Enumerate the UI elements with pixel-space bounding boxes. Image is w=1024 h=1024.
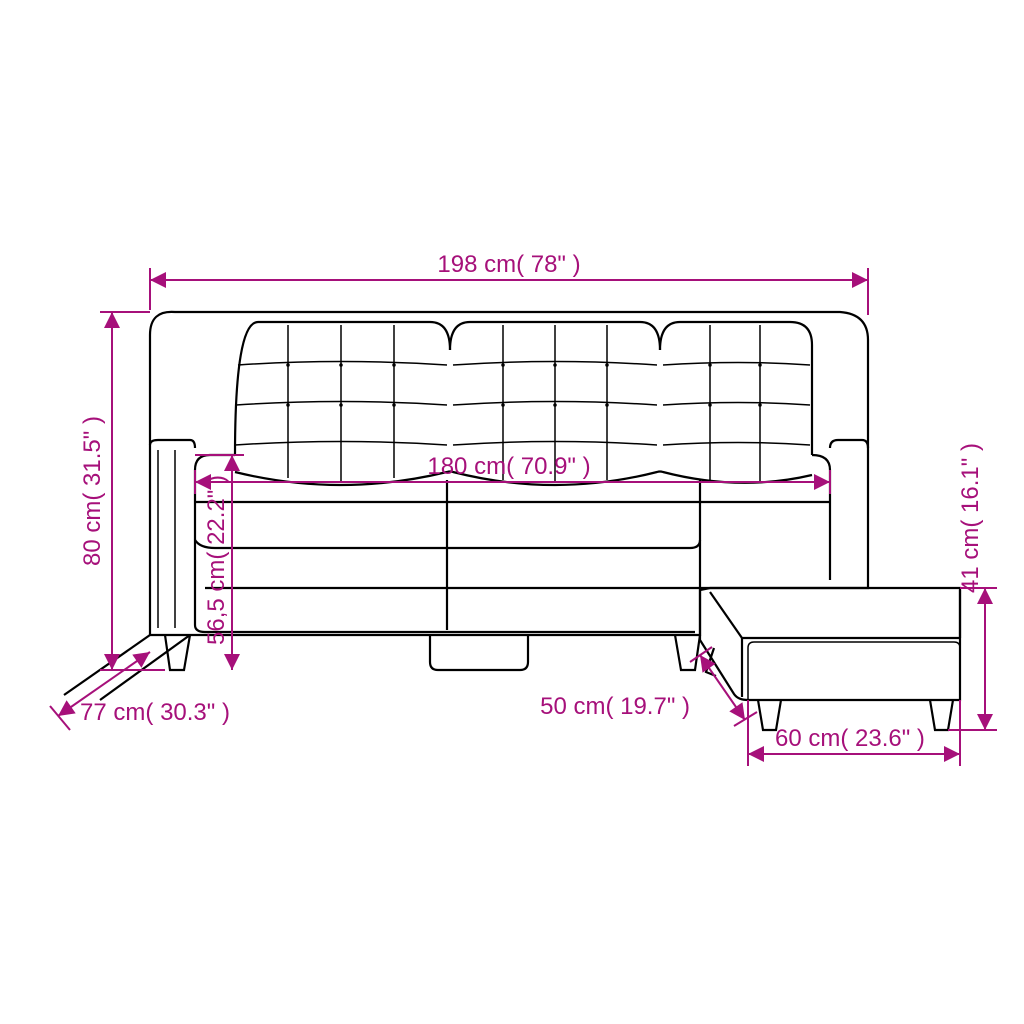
dim-ottoman-width: 60 cm( 23.6" ) <box>775 725 925 752</box>
dim-overall-width: 198 cm( 78" ) <box>437 251 580 278</box>
dim-seat-height: 56,5 cm( 22.2" ) <box>203 475 230 645</box>
ottoman-outline <box>700 588 960 730</box>
dim-seat-width: 180 cm( 70.9" ) <box>427 453 590 480</box>
dim-depth: 77 cm( 30.3" ) <box>80 699 230 726</box>
dim-ottoman-depth: 50 cm( 19.7" ) <box>540 693 690 720</box>
dim-ottoman-height: 41 cm( 16.1" ) <box>957 443 984 593</box>
sofa-outline <box>64 312 868 700</box>
dimension-diagram: 198 cm( 78" ) 180 cm( 70.9" ) 80 cm( 31.… <box>0 0 1024 1024</box>
dim-overall-height: 80 cm( 31.5" ) <box>79 416 106 566</box>
dimension-lines: 198 cm( 78" ) 180 cm( 70.9" ) 80 cm( 31.… <box>50 251 997 766</box>
